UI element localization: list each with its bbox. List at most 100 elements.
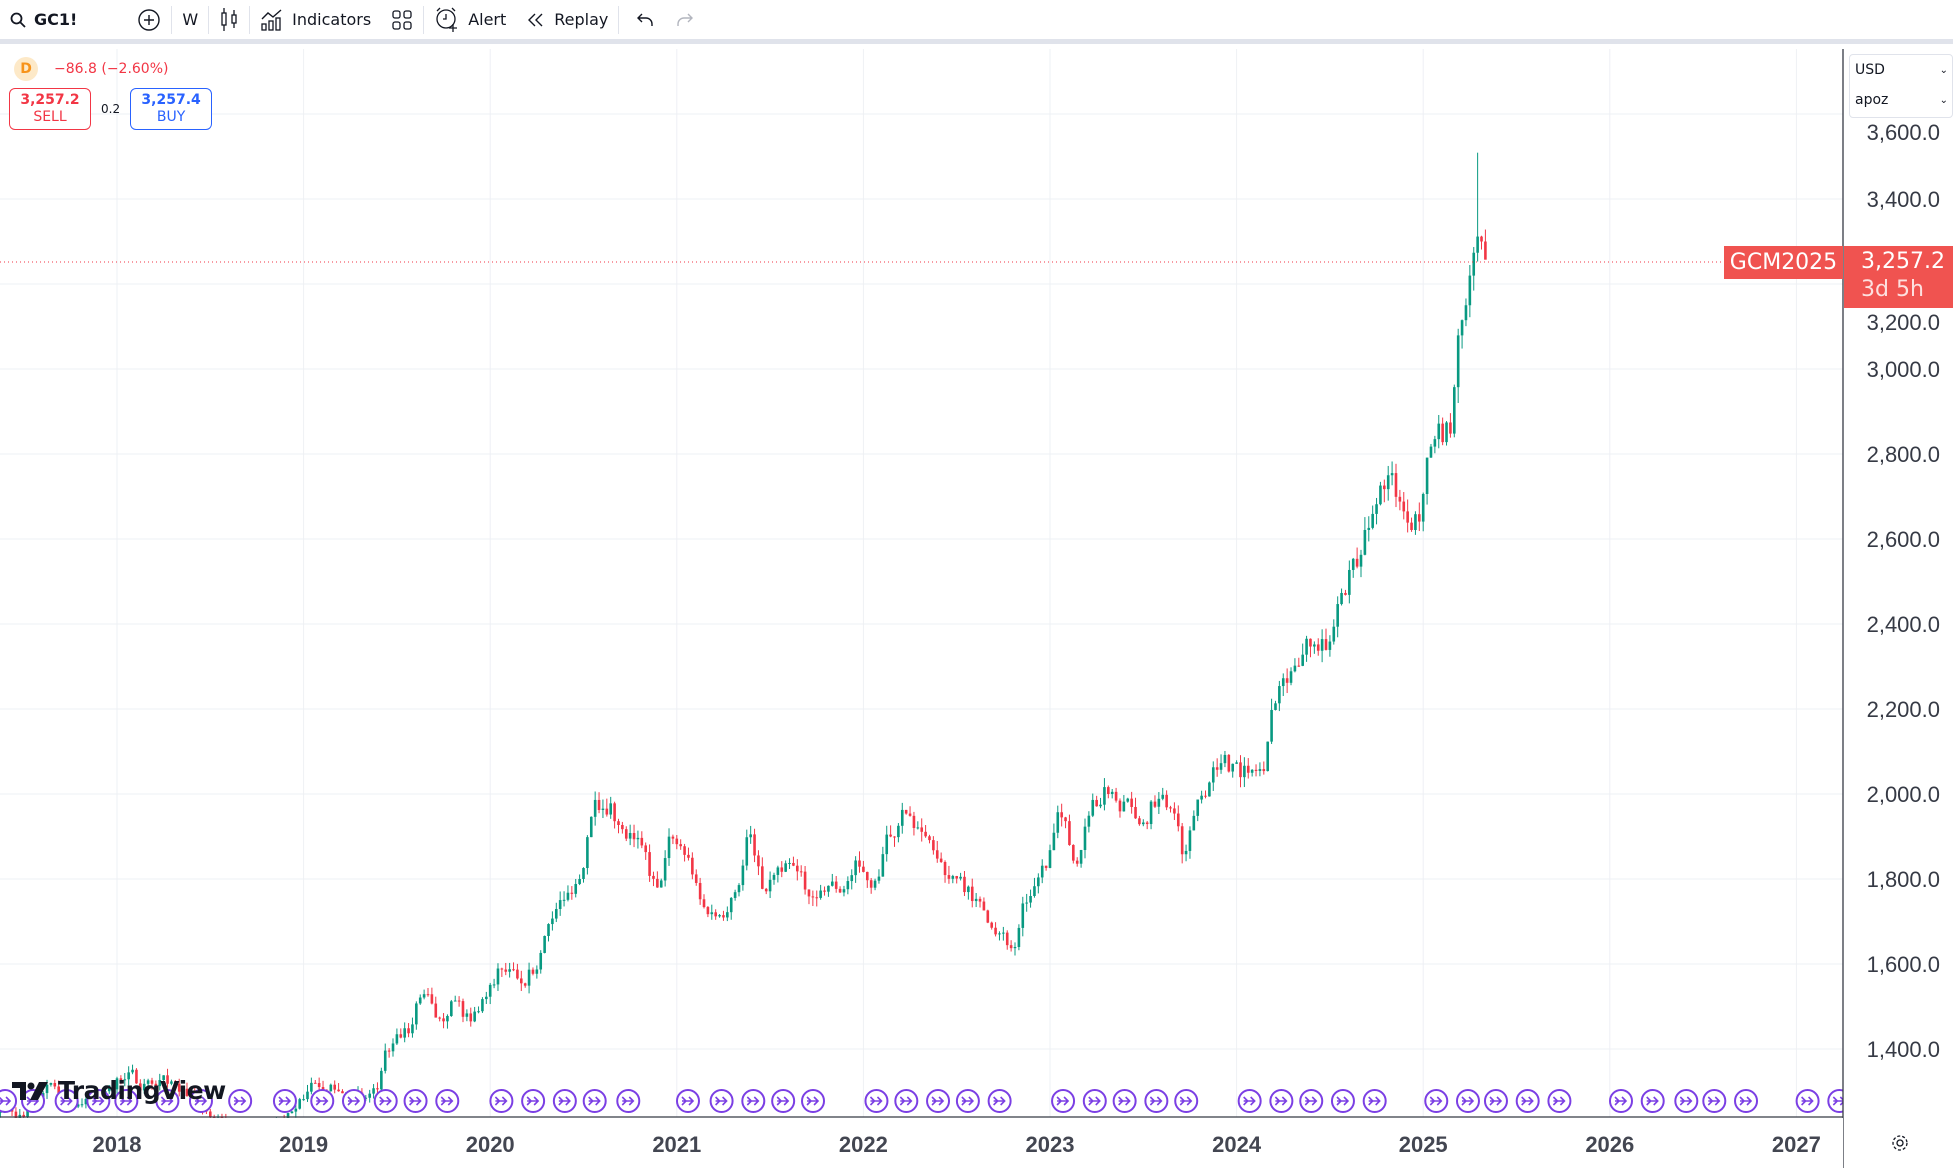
economic-event-icon[interactable]: [1608, 1089, 1633, 1113]
economic-event-icon[interactable]: [1330, 1089, 1355, 1113]
redo-button[interactable]: [665, 0, 705, 42]
candle-body: [146, 1080, 150, 1084]
candle-body: [1441, 423, 1444, 443]
economic-event-icon[interactable]: [709, 1089, 734, 1113]
currency-select[interactable]: USD ⌄: [1850, 55, 1952, 85]
layouts-button[interactable]: [381, 0, 423, 42]
economic-event-icon[interactable]: [1174, 1089, 1199, 1113]
event-arrow: [160, 1096, 174, 1106]
symbol-label: GC1!: [34, 10, 78, 29]
economic-event-icon[interactable]: [552, 1089, 577, 1113]
candle-body: [788, 862, 791, 864]
economic-event-icon[interactable]: [1424, 1089, 1449, 1113]
economic-event-icon[interactable]: [616, 1089, 641, 1113]
economic-event-icon[interactable]: [155, 1089, 180, 1113]
economic-event-icon[interactable]: [1362, 1089, 1387, 1113]
economic-event-icon[interactable]: [489, 1089, 514, 1113]
economic-event-icon[interactable]: [272, 1089, 297, 1113]
candle-body: [1383, 485, 1386, 490]
candle-body: [547, 924, 550, 936]
currency-value: USD: [1855, 62, 1885, 78]
economic-event-icon[interactable]: [987, 1089, 1012, 1113]
economic-event-icon[interactable]: [1515, 1089, 1540, 1113]
economic-event-icon[interactable]: [0, 1089, 18, 1113]
candle-body: [1359, 554, 1363, 567]
unit-select[interactable]: apoz ⌄: [1850, 85, 1952, 115]
candle-body: [928, 836, 931, 841]
candle-body: [1336, 604, 1339, 627]
economic-event-icon[interactable]: [955, 1089, 980, 1113]
interval-label: W: [182, 10, 199, 29]
economic-event-icon[interactable]: [188, 1089, 213, 1113]
economic-event-icon[interactable]: [403, 1089, 428, 1113]
replay-button[interactable]: Replay: [516, 0, 618, 42]
economic-event-icon[interactable]: [1795, 1089, 1820, 1113]
candle-body: [298, 1099, 302, 1109]
candle-body: [391, 1043, 395, 1052]
economic-event-icon[interactable]: [1547, 1089, 1572, 1113]
candle-body: [663, 858, 667, 881]
economic-event-icon[interactable]: [894, 1089, 919, 1113]
candle-body: [955, 876, 958, 879]
candle-body: [881, 854, 885, 877]
candle-body: [372, 1088, 375, 1094]
sell-button[interactable]: 3,257.2 SELL: [9, 88, 91, 130]
economic-event-icon[interactable]: [1144, 1089, 1169, 1113]
economic-event-icon[interactable]: [675, 1089, 700, 1113]
economic-event-icon[interactable]: [228, 1089, 253, 1113]
alert-button[interactable]: Alert: [424, 0, 516, 42]
candle-body: [302, 1099, 305, 1101]
economic-event-icon[interactable]: [341, 1089, 366, 1113]
candle-body: [1254, 769, 1258, 771]
buy-button[interactable]: 3,257.4 BUY: [130, 88, 213, 130]
symbol-search-button[interactable]: GC1!: [0, 0, 87, 42]
economic-event-icon[interactable]: [1269, 1089, 1294, 1113]
indicators-button[interactable]: Indicators: [250, 0, 381, 42]
economic-event-icon[interactable]: [373, 1089, 398, 1113]
candle-body: [364, 1097, 368, 1099]
economic-event-icon[interactable]: [54, 1089, 79, 1113]
event-arrow: [408, 1096, 422, 1106]
candle-body: [1029, 896, 1032, 903]
economic-event-icon[interactable]: [1455, 1089, 1480, 1113]
economic-event-icon[interactable]: [741, 1089, 766, 1113]
economic-event-icon[interactable]: [771, 1089, 796, 1113]
economic-event-icon[interactable]: [1082, 1089, 1107, 1113]
divider: [423, 5, 425, 34]
chart-type-button[interactable]: [209, 0, 249, 42]
tradingview-logo[interactable]: TradingView: [12, 1076, 226, 1105]
economic-event-icon[interactable]: [1237, 1089, 1262, 1113]
economic-event-icon[interactable]: [86, 1089, 111, 1113]
time-axis-labels: 2018 2019 2020 2021 2022 2023 2024 2025 2026 2027: [93, 1132, 1821, 1157]
economic-event-icon[interactable]: [521, 1089, 546, 1113]
economic-event-icon[interactable]: [1702, 1089, 1727, 1113]
economic-event-icon[interactable]: [926, 1089, 951, 1113]
economic-event-icon[interactable]: [864, 1089, 889, 1113]
candle-body: [1149, 801, 1153, 825]
candle-body: [1449, 422, 1452, 434]
undo-button[interactable]: [625, 0, 665, 42]
economic-event-icon[interactable]: [1051, 1089, 1076, 1113]
price-chart[interactable]: 1,400.0 1,600.0 1,800.0 2,000.0 2,200.0 2,400…: [0, 49, 1953, 1168]
candle-body: [1239, 762, 1242, 778]
chart-settings-button[interactable]: [1890, 1133, 1910, 1157]
economic-event-icon[interactable]: [1674, 1089, 1699, 1113]
candle-body: [1223, 754, 1227, 764]
economic-event-icon[interactable]: [114, 1089, 139, 1113]
economic-event-icon[interactable]: [1112, 1089, 1137, 1113]
interval-button[interactable]: W: [172, 0, 208, 42]
event-arrow: [194, 1096, 208, 1106]
divider: [249, 5, 251, 34]
economic-event-icon[interactable]: [582, 1089, 607, 1113]
economic-event-icon[interactable]: [1483, 1089, 1508, 1113]
candle-body: [726, 912, 729, 918]
economic-event-icon[interactable]: [1299, 1089, 1324, 1113]
candle-body: [1110, 791, 1114, 794]
economic-event-icon[interactable]: [310, 1089, 335, 1113]
candle-body: [1332, 626, 1336, 642]
compare-button[interactable]: [127, 0, 171, 42]
economic-event-icon[interactable]: [1640, 1089, 1665, 1113]
economic-event-icon[interactable]: [801, 1089, 826, 1113]
economic-event-icon[interactable]: [435, 1089, 460, 1113]
economic-event-icon[interactable]: [1734, 1089, 1759, 1113]
